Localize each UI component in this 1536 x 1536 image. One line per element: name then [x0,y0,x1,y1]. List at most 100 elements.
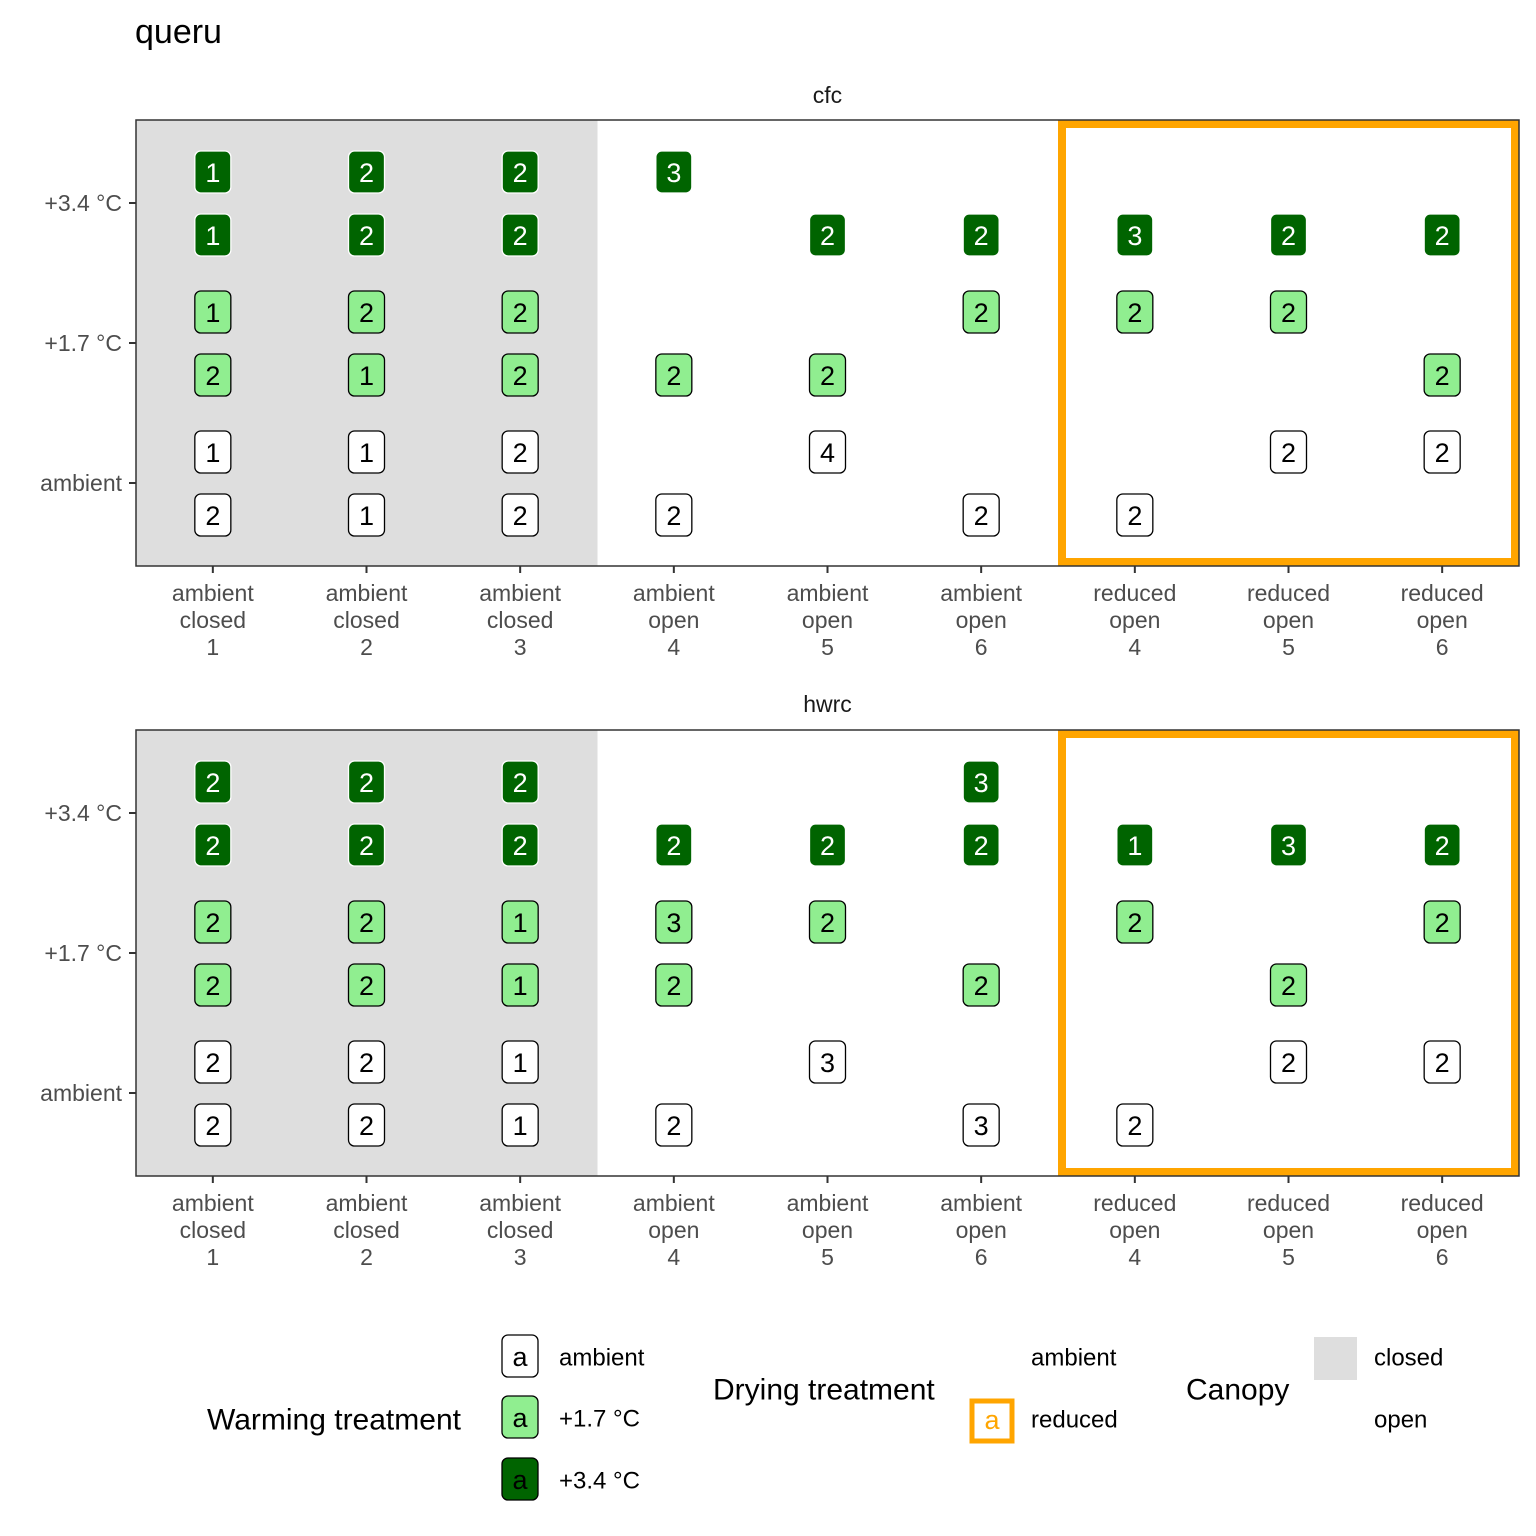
count-label: 2 [194,963,232,1007]
count-label-box [501,1103,539,1147]
count-label-box [962,760,1000,804]
count-label-box [501,353,539,397]
count-label: 2 [347,900,386,944]
count-label-value: 2 [1127,501,1142,531]
x-tick-label-drying: ambient [633,1190,715,1216]
count-label-box [655,963,693,1007]
y-tick-label: +3.4 °C [44,190,122,216]
count-label: 1 [194,290,232,334]
count-label-box [194,1103,232,1147]
legend-label: ambient [559,1345,645,1372]
count-label: 2 [1423,430,1461,474]
count-label-box [194,290,232,334]
x-tick-label-drying: ambient [787,580,869,606]
x-tick-label-drying: reduced [1401,580,1484,606]
count-label-value: 2 [820,361,835,391]
count-label: 2 [808,823,847,867]
count-label-value: 3 [1281,831,1296,861]
count-label: 2 [347,1103,386,1147]
legend-title-drying: Drying treatment [713,1374,935,1407]
count-label-value: 2 [820,831,835,861]
count-label-box [962,823,1000,867]
count-label-value: 2 [974,298,989,328]
count-label: 2 [347,1040,386,1084]
count-label: 1 [501,1040,539,1084]
count-label: 2 [194,823,232,867]
count-label-box [347,760,386,804]
count-label: 2 [347,823,386,867]
count-label-box [347,1040,386,1084]
count-label-box [501,760,539,804]
count-label-value: 2 [359,221,374,251]
count-label: 1 [347,353,386,397]
count-label: 2 [501,353,539,397]
count-label-value: 2 [1281,298,1296,328]
count-label: 2 [194,353,232,397]
legend-key-canopy [1314,1337,1357,1380]
count-label-box [1116,900,1154,944]
count-label: 2 [194,760,232,804]
count-label-value: 1 [205,298,220,328]
count-label-box [347,900,386,944]
count-label-value: 4 [820,438,835,468]
x-tick-label-canopy: open [956,1217,1007,1243]
count-label-value: 2 [1435,438,1450,468]
count-label: 1 [347,493,386,537]
count-label-value: 1 [359,501,374,531]
x-tick-label-block: 2 [360,634,373,660]
count-label-box [1116,1103,1154,1147]
x-tick-label-drying: ambient [940,1190,1022,1216]
legend-key-drying: a [969,1398,1015,1444]
x-tick-label-drying: ambient [326,580,408,606]
count-label-box [501,900,539,944]
count-label: 2 [962,963,1000,1007]
count-label-value: 2 [1281,1048,1296,1078]
count-label: 3 [1116,213,1154,257]
x-tick-label-block: 4 [667,634,680,660]
count-label-value: 2 [666,1111,681,1141]
y-tick-label: +1.7 °C [44,940,122,966]
count-label: 2 [347,290,386,334]
count-label-value: 2 [974,501,989,531]
legend-key-letter: a [512,1465,528,1495]
panel-hwrc: hwrc+3.4 °C+1.7 °Cambientambientclosed1a… [40,691,1520,1270]
x-tick-label-block: 6 [1436,1244,1449,1270]
count-label-box [1423,900,1461,944]
count-label-box [501,823,539,867]
y-tick-label: ambient [40,1080,122,1106]
y-tick-label: ambient [40,470,122,496]
count-label-value: 2 [359,298,374,328]
canopy-closed-band [443,730,598,1176]
count-label-box [1269,823,1308,867]
canopy-closed-band [136,730,291,1176]
count-label-value: 1 [1127,831,1142,861]
legend-label: +3.4 °C [559,1468,640,1495]
count-label-box [347,213,386,257]
count-label-value: 2 [974,971,989,1001]
x-tick-label-block: 3 [514,1244,527,1270]
count-label-box [962,963,1000,1007]
x-tick-label-block: 4 [1128,634,1141,660]
count-label: 1 [194,150,232,194]
count-label: 3 [962,1103,1000,1147]
legend-label: open [1374,1407,1427,1434]
count-label-value: 2 [359,158,374,188]
x-tick-label-drying: reduced [1247,580,1330,606]
x-tick-label-canopy: closed [180,1217,246,1243]
count-label-box [501,150,539,194]
count-label-value: 2 [205,971,220,1001]
count-label: 2 [347,963,386,1007]
count-label-box [194,353,232,397]
count-label: 2 [1423,353,1461,397]
count-label: 2 [1423,1040,1461,1084]
count-label-value: 3 [666,158,681,188]
count-label-box [808,353,847,397]
count-label-value: 2 [1281,221,1296,251]
count-label-box [655,823,693,867]
x-tick-label-drying: ambient [633,580,715,606]
count-label-value: 2 [1127,298,1142,328]
count-label-value: 2 [513,221,528,251]
x-tick-label-drying: ambient [479,580,561,606]
count-label: 1 [501,1103,539,1147]
